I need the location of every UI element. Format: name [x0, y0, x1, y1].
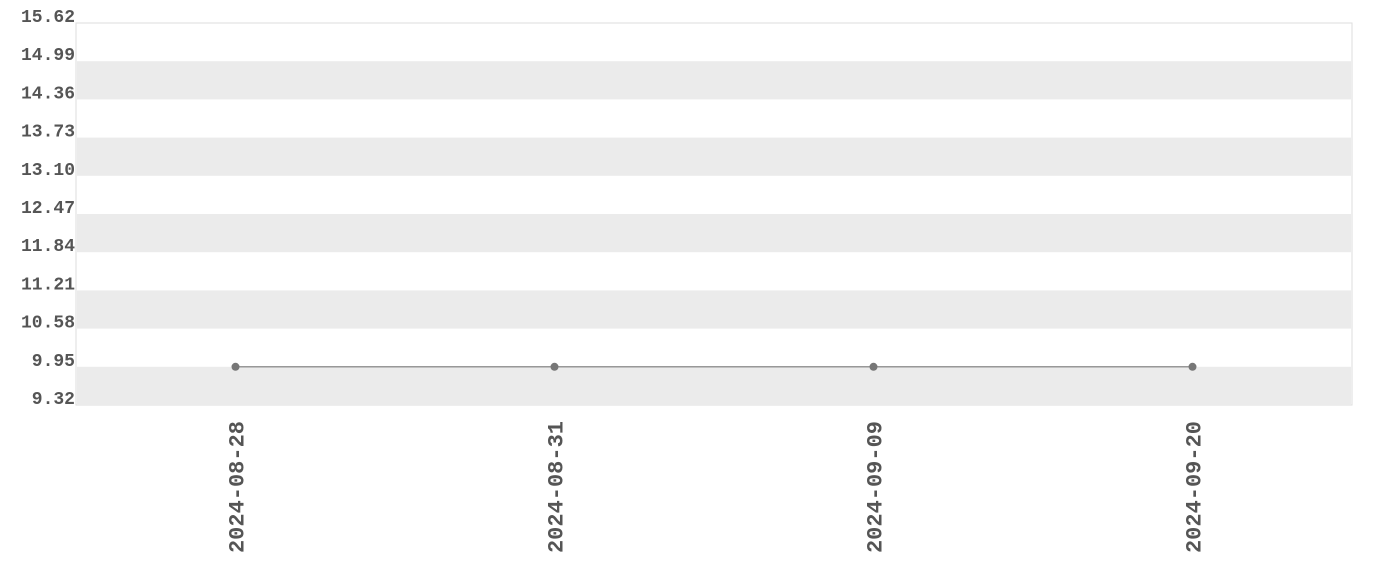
point — [869, 362, 878, 371]
y-tick-label: 12.47 — [21, 199, 75, 219]
x-tick-label: 2024-08-31 — [545, 421, 570, 553]
x-tick-label: 2024-09-09 — [864, 421, 889, 553]
y-tick-label: 9.32 — [32, 390, 75, 410]
y-tick-label: 13.73 — [21, 123, 75, 143]
x-tick-label: 2024-09-20 — [1183, 421, 1208, 553]
y-tick-label: 11.21 — [21, 275, 75, 295]
grid-band — [77, 214, 1351, 253]
grid-band — [77, 290, 1351, 329]
y-tick-label: 9.95 — [32, 352, 75, 372]
y-tick-label: 14.36 — [21, 84, 75, 104]
grid-band — [77, 366, 1351, 405]
grid-band — [77, 61, 1351, 100]
y-tick-label: 10.58 — [21, 314, 75, 334]
y-tick-label: 14.99 — [21, 46, 75, 66]
y-tick-label: 13.10 — [21, 161, 75, 181]
x-tick-label: 2024-08-28 — [226, 421, 251, 553]
y-tick-label: 15.62 — [21, 8, 75, 28]
point — [1188, 362, 1197, 371]
point — [231, 362, 240, 371]
y-tick-label: 11.84 — [21, 237, 75, 257]
point — [550, 362, 559, 371]
grid-band — [77, 137, 1351, 176]
